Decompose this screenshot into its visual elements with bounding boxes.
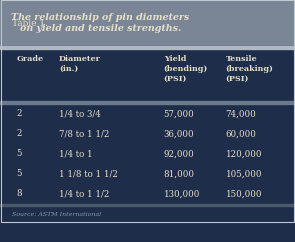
- Text: 120,000: 120,000: [226, 150, 262, 159]
- Text: 1/4 to 1: 1/4 to 1: [59, 150, 93, 159]
- Text: 8: 8: [16, 189, 22, 198]
- Text: 57,000: 57,000: [164, 109, 194, 119]
- Text: 81,000: 81,000: [164, 169, 195, 179]
- Text: Diameter
(in.): Diameter (in.): [59, 55, 101, 73]
- Text: 92,000: 92,000: [164, 150, 194, 159]
- Bar: [0, 101, 295, 104]
- Text: 74,000: 74,000: [226, 109, 256, 119]
- Text: Grade: Grade: [16, 55, 43, 63]
- Text: The relationship of pin diameters
on yield and tensile strengths.: The relationship of pin diameters on yie…: [11, 13, 189, 33]
- Bar: [0, 46, 295, 49]
- Text: 1/4 to 1 1/2: 1/4 to 1 1/2: [59, 189, 109, 198]
- Text: 7/8 to 1 1/2: 7/8 to 1 1/2: [59, 129, 109, 138]
- Text: Table 1.: Table 1.: [12, 18, 48, 28]
- Bar: [0, 46, 295, 242]
- Text: Tensile
(breaking)
(PSI): Tensile (breaking) (PSI): [226, 55, 273, 83]
- Text: 36,000: 36,000: [164, 129, 194, 138]
- Text: 60,000: 60,000: [226, 129, 257, 138]
- Text: 5: 5: [16, 169, 22, 179]
- Text: Yield
(bending)
(PSI): Yield (bending) (PSI): [164, 55, 208, 83]
- Text: 1 1/8 to 1 1/2: 1 1/8 to 1 1/2: [59, 169, 118, 179]
- Text: 105,000: 105,000: [226, 169, 262, 179]
- Text: 150,000: 150,000: [226, 189, 262, 198]
- Bar: [0, 0, 295, 46]
- Text: Source: ASTM International: Source: ASTM International: [12, 212, 101, 217]
- Bar: [0, 204, 295, 206]
- Text: 1/4 to 3/4: 1/4 to 3/4: [59, 109, 101, 119]
- Text: 2: 2: [16, 109, 22, 119]
- Text: 2: 2: [16, 129, 22, 138]
- Text: 5: 5: [16, 150, 22, 159]
- Text: 130,000: 130,000: [164, 189, 200, 198]
